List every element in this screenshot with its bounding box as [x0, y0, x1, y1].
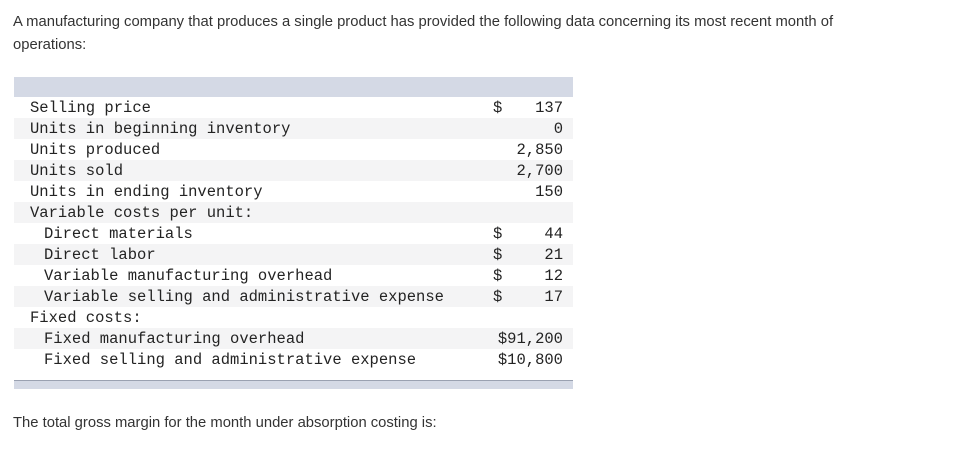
dollar-sign: $ [493, 245, 503, 264]
table-row-direct-labor: Direct labor $21 [14, 244, 573, 265]
dollar-sign: $ [493, 266, 503, 285]
table-row-direct-materials: Direct materials $44 [14, 223, 573, 244]
row-amount: 12 [544, 266, 563, 285]
table-row-units-beginning-inventory: Units in beginning inventory 0 [14, 118, 573, 139]
row-value: $17 [493, 288, 563, 306]
table-row-selling-price: Selling price $137 [14, 97, 573, 118]
row-amount: 137 [535, 98, 563, 117]
row-label: Units in ending inventory [30, 182, 263, 201]
row-amount: 2,850 [516, 140, 563, 159]
row-label: Direct labor [44, 245, 156, 264]
row-amount: 44 [544, 224, 563, 243]
dollar-sign: $ [493, 98, 503, 117]
dollar-sign: $ [493, 224, 503, 243]
row-amount: 21 [544, 245, 563, 264]
table-row-fixed-costs-header: Fixed costs: [14, 307, 573, 328]
row-value: $137 [493, 99, 563, 117]
row-label: Variable manufacturing overhead [44, 266, 333, 285]
table-row-units-ending-inventory: Units in ending inventory 150 [14, 181, 573, 202]
problem-statement-line-2: operations: [13, 37, 87, 53]
table-header-bar [14, 77, 573, 97]
table-row-variable-selling-admin-expense: Variable selling and administrative expe… [14, 286, 573, 307]
row-label: Units sold [30, 161, 124, 180]
table-row-fixed-selling-admin-expense: Fixed selling and administrative expense… [14, 349, 573, 370]
row-label: Direct materials [44, 224, 193, 243]
row-value: $44 [493, 225, 563, 243]
row-value: 0 [493, 120, 563, 138]
row-value: 150 [493, 183, 563, 201]
row-label: Fixed selling and administrative expense [44, 350, 417, 369]
row-amount: $10,800 [497, 350, 563, 369]
table-footer-bar [14, 380, 573, 389]
row-label: Fixed costs: [30, 308, 142, 327]
table-row-units-sold: Units sold 2,700 [14, 160, 573, 181]
operations-data-table: Selling price $137 Units in beginning in… [14, 77, 573, 389]
row-label: Variable costs per unit: [30, 203, 254, 222]
row-amount: 150 [535, 182, 563, 201]
row-label: Units produced [30, 140, 161, 159]
table-row-variable-manufacturing-overhead: Variable manufacturing overhead $12 [14, 265, 573, 286]
row-value: $10,800 [493, 351, 563, 369]
row-value: 2,850 [493, 141, 563, 159]
row-label: Units in beginning inventory [30, 119, 291, 138]
row-amount: 0 [553, 119, 563, 138]
row-amount: 17 [544, 287, 563, 306]
row-value: $12 [493, 267, 563, 285]
row-label: Selling price [30, 98, 151, 117]
dollar-sign: $ [493, 287, 503, 306]
question-text: The total gross margin for the month und… [13, 415, 437, 431]
table-row-units-produced: Units produced 2,850 [14, 139, 573, 160]
row-amount: 2,700 [516, 161, 563, 180]
row-value: $21 [493, 246, 563, 264]
table-row-fixed-manufacturing-overhead: Fixed manufacturing overhead $91,200 [14, 328, 573, 349]
table-row-variable-costs-header: Variable costs per unit: [14, 202, 573, 223]
row-label: Fixed manufacturing overhead [44, 329, 305, 348]
problem-statement-line-1: A manufacturing company that produces a … [13, 14, 834, 30]
row-amount: $91,200 [497, 329, 563, 348]
row-value: 2,700 [493, 162, 563, 180]
problem-statement: A manufacturing company that produces a … [13, 11, 833, 57]
row-value: $91,200 [493, 330, 563, 348]
row-label: Variable selling and administrative expe… [44, 287, 444, 306]
